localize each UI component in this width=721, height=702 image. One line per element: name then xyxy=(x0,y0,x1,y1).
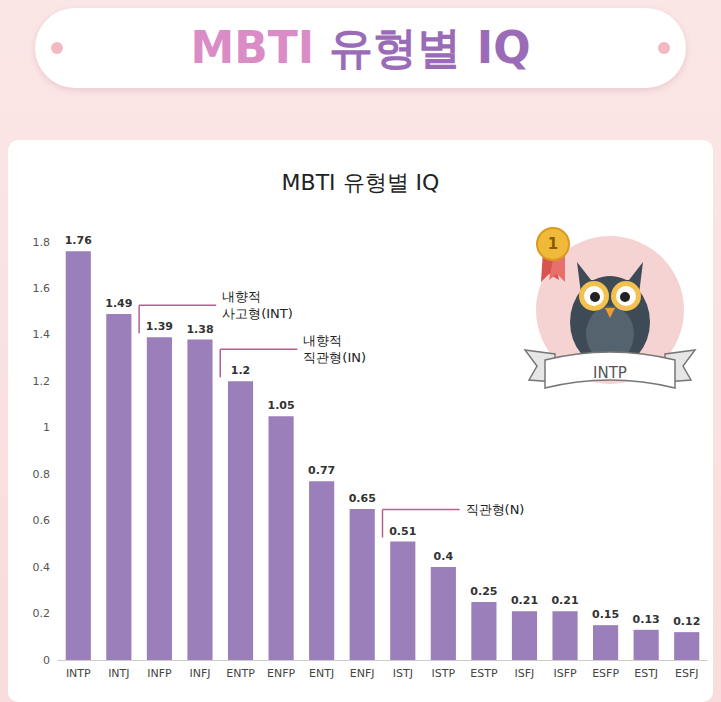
svg-text:1.38: 1.38 xyxy=(186,323,213,336)
svg-text:내향적: 내향적 xyxy=(303,333,342,348)
svg-text:직관형(N): 직관형(N) xyxy=(466,502,525,517)
svg-text:ESFP: ESFP xyxy=(592,667,619,680)
svg-text:1.2: 1.2 xyxy=(33,375,51,388)
svg-text:ENFJ: ENFJ xyxy=(350,667,375,680)
svg-text:0: 0 xyxy=(43,654,50,667)
svg-text:MBTI 유형별 IQ: MBTI 유형별 IQ xyxy=(282,170,440,195)
svg-text:0.51: 0.51 xyxy=(389,525,416,538)
svg-text:1.4: 1.4 xyxy=(33,328,51,341)
svg-text:INTP: INTP xyxy=(66,667,91,680)
svg-text:0.25: 0.25 xyxy=(470,585,497,598)
svg-text:1: 1 xyxy=(548,235,558,253)
svg-text:0.15: 0.15 xyxy=(592,608,619,621)
svg-text:ISTJ: ISTJ xyxy=(393,667,413,680)
svg-text:0.13: 0.13 xyxy=(633,613,660,626)
svg-text:1.05: 1.05 xyxy=(268,399,295,412)
svg-text:ISFJ: ISFJ xyxy=(515,667,535,680)
svg-text:1.2: 1.2 xyxy=(231,364,251,377)
svg-text:0.12: 0.12 xyxy=(673,615,700,628)
svg-text:내향적: 내향적 xyxy=(222,289,261,304)
svg-text:ISFP: ISFP xyxy=(553,667,577,680)
svg-text:ESTJ: ESTJ xyxy=(634,667,658,680)
svg-text:ENTJ: ENTJ xyxy=(309,667,334,680)
svg-text:INFJ: INFJ xyxy=(189,667,210,680)
svg-text:ESTP: ESTP xyxy=(470,667,498,680)
svg-text:1.39: 1.39 xyxy=(146,320,173,333)
svg-text:0.2: 0.2 xyxy=(33,607,51,620)
svg-text:INTJ: INTJ xyxy=(108,667,129,680)
svg-text:1.49: 1.49 xyxy=(105,297,132,310)
svg-text:0.8: 0.8 xyxy=(33,468,51,481)
svg-text:ENFP: ENFP xyxy=(267,667,296,680)
svg-text:0.65: 0.65 xyxy=(349,492,376,505)
svg-text:ENTP: ENTP xyxy=(226,667,255,680)
svg-text:ISTP: ISTP xyxy=(432,667,456,680)
svg-text:1: 1 xyxy=(43,421,50,434)
svg-text:INTP: INTP xyxy=(593,364,627,382)
svg-text:1.6: 1.6 xyxy=(33,282,51,295)
html-text:MBTI유형별 IQ: MBTI유형별 IQ xyxy=(190,22,531,73)
svg-text:0.6: 0.6 xyxy=(33,514,51,527)
svg-text:INFP: INFP xyxy=(147,667,172,680)
svg-text:ESFJ: ESFJ xyxy=(675,667,699,680)
svg-text:1.76: 1.76 xyxy=(65,234,92,247)
svg-text:1.8: 1.8 xyxy=(33,236,51,249)
svg-text:0.21: 0.21 xyxy=(551,594,578,607)
svg-text:0.77: 0.77 xyxy=(308,464,335,477)
svg-text:0.4: 0.4 xyxy=(434,550,454,563)
svg-text:직관형(IN): 직관형(IN) xyxy=(303,350,366,365)
svg-text:0.4: 0.4 xyxy=(33,561,51,574)
svg-text:0.21: 0.21 xyxy=(511,594,538,607)
svg-text:사고형(INT): 사고형(INT) xyxy=(222,306,293,321)
